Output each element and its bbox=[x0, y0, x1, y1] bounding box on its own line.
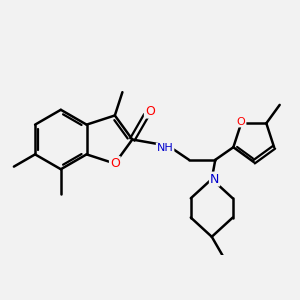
Text: O: O bbox=[237, 116, 245, 127]
Text: N: N bbox=[210, 172, 219, 186]
Text: O: O bbox=[145, 105, 155, 118]
Text: O: O bbox=[110, 157, 120, 170]
Text: NH: NH bbox=[157, 143, 173, 154]
